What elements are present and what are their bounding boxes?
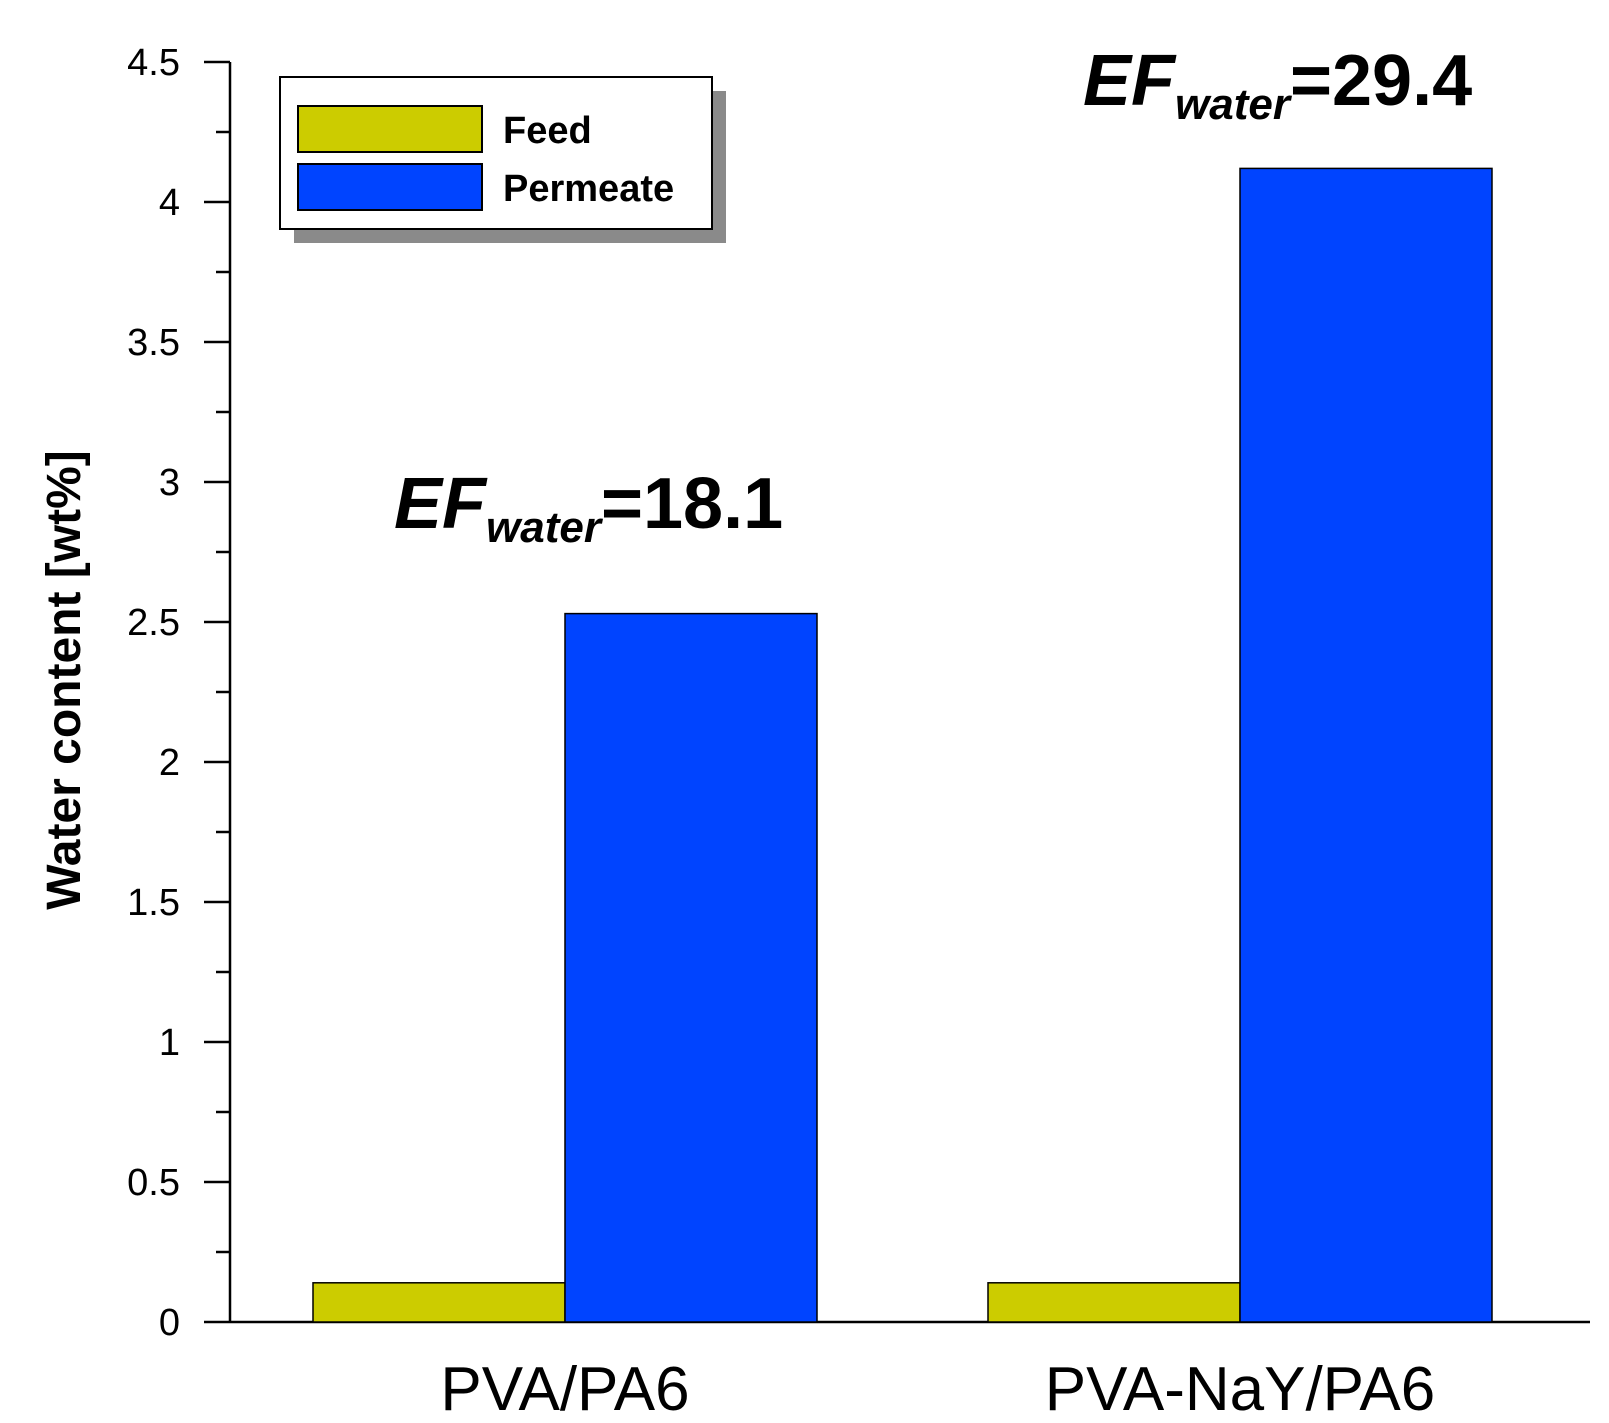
y-tick-label: 3.5 [127, 322, 180, 364]
annotation-subscript: water [1175, 80, 1293, 129]
annotation-value: =29.4 [1290, 41, 1472, 121]
y-tick-label: 4 [159, 182, 180, 224]
axes: 0 0.5 1 1.5 2 2.5 3 3.5 4 4.5 [127, 42, 1590, 1344]
bar-feed-1 [987, 1282, 1241, 1323]
x-tick-label: PVA/PA6 [440, 1355, 689, 1423]
bar-permeate-0 [564, 612, 818, 1323]
ef-water-annotation: EFwater=29.4 [1083, 41, 1472, 129]
y-tick-label: 0.5 [127, 1162, 180, 1204]
x-tick-label: PVA-NaY/PA6 [1045, 1355, 1436, 1423]
annotation-subscript: water [486, 503, 604, 552]
y-tick-label: 3 [159, 462, 180, 504]
legend-swatch-permeate [297, 163, 483, 211]
legend-swatch-feed [297, 105, 483, 153]
y-tick-label: 2 [159, 742, 180, 784]
bar-permeate-1 [1239, 167, 1493, 1323]
ef-water-annotation: EFwater=18.1 [394, 464, 783, 552]
bars [312, 167, 1493, 1323]
x-tick-labels: PVA/PA6 PVA-NaY/PA6 [440, 1355, 1435, 1423]
legend: Feed Permeate [279, 76, 726, 243]
legend-label-feed: Feed [503, 110, 592, 152]
y-tick-label: 1 [159, 1022, 180, 1064]
bar-feed-0 [312, 1282, 566, 1323]
annotation-prefix: EF [394, 464, 488, 544]
legend-label-permeate: Permeate [503, 168, 674, 210]
y-axis-label: Water content [wt%] [38, 450, 91, 910]
y-tick-label: 4.5 [127, 42, 180, 84]
y-tick-label: 0 [159, 1302, 180, 1344]
y-tick-label: 2.5 [127, 602, 180, 644]
y-tick-label: 1.5 [127, 882, 180, 924]
annotation-prefix: EF [1083, 41, 1177, 121]
annotation-value: =18.1 [601, 464, 783, 544]
